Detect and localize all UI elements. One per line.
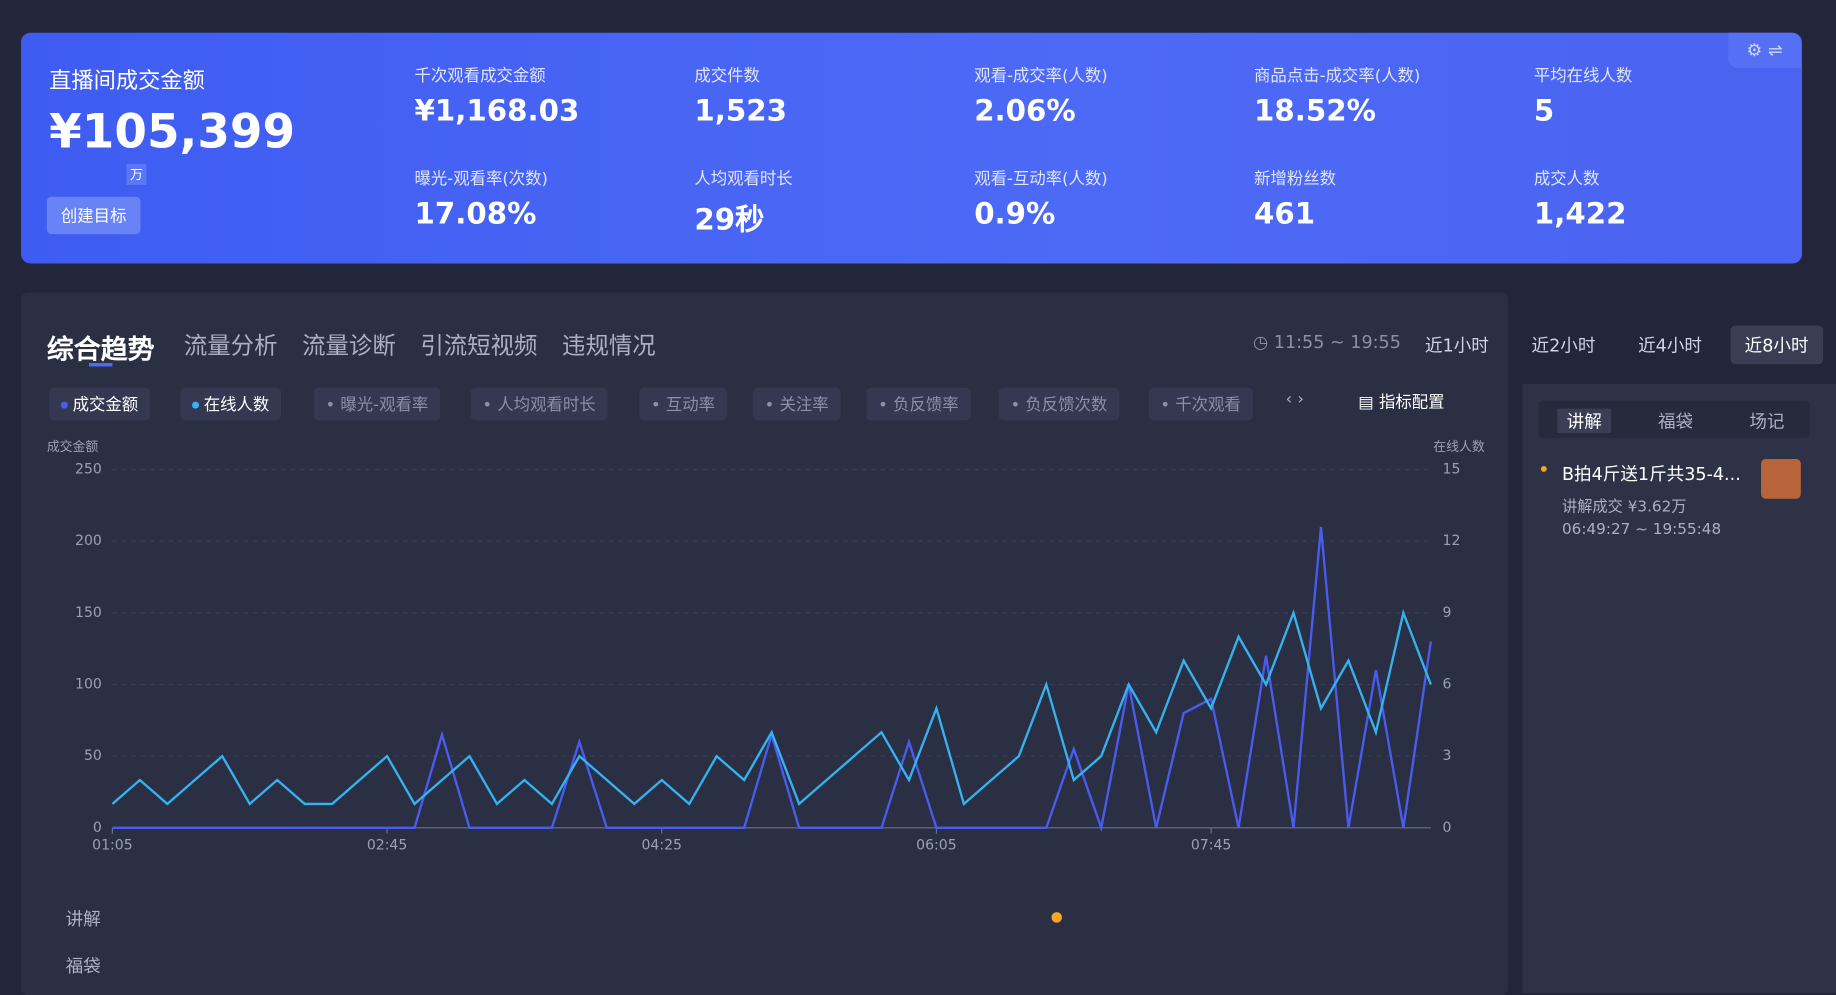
metric-value: 5 xyxy=(1533,93,1555,128)
chart: 成交金额 在线人数 0 50 100 150 200 250 0 3 6 9 12 15 01:05 02:4… xyxy=(47,439,1485,854)
side-tab[interactable]: 福袋 xyxy=(1657,410,1694,433)
legend-dot xyxy=(192,401,200,409)
y-tick-label: 200 xyxy=(75,533,102,549)
range-button[interactable]: 近8小时 xyxy=(1730,325,1823,365)
side-tab[interactable]: 讲解 xyxy=(1557,408,1612,434)
y2-tick-label: 0 xyxy=(1443,820,1452,836)
legend-dot xyxy=(60,401,68,409)
x-tick-label: 01:05 xyxy=(92,837,132,853)
timeline-label: 讲解 xyxy=(65,908,101,930)
item-dot xyxy=(1540,466,1547,472)
timeline-label: 福袋 xyxy=(65,955,101,977)
summary-amount: ¥105,399 xyxy=(49,105,296,160)
time-range: ◷ 11:55 ~ 19:55 xyxy=(1252,331,1401,353)
y2-tick-label: 15 xyxy=(1443,462,1461,478)
timeline-dot xyxy=(1051,912,1063,923)
y2-tick-label: 12 xyxy=(1443,533,1461,549)
metric-pill[interactable]: • 人均观看时长 xyxy=(470,387,608,421)
metric-value: 17.08% xyxy=(414,196,537,231)
metric-pill[interactable]: • 负反馈次数 xyxy=(998,387,1120,421)
legend-label: 在线人数 xyxy=(203,395,270,415)
pill-pager[interactable]: ‹ › xyxy=(1285,389,1304,409)
create-goal-button[interactable]: 创建目标 xyxy=(46,196,141,235)
metric-value: 0.9% xyxy=(974,196,1056,231)
metric-label: 成交件数 xyxy=(694,66,760,86)
metric-label: 千次观看成交金额 xyxy=(414,66,546,86)
item-deal: 讲解成交 ¥3.62万 xyxy=(1561,498,1687,517)
x-tick-label: 04:25 xyxy=(642,837,682,853)
metric-pill[interactable]: • 负反馈率 xyxy=(866,387,971,421)
metric-value: 461 xyxy=(1254,196,1316,231)
metric-value: 29秒 xyxy=(694,202,765,237)
config-text: 指标配置 xyxy=(1378,393,1445,413)
series-line xyxy=(111,608,1432,807)
y-tick-label: 100 xyxy=(75,677,102,693)
tab[interactable]: 流量诊断 xyxy=(302,331,396,360)
settings-icons[interactable]: ⚙ ⇌ xyxy=(1728,32,1801,68)
y-tick-label: 0 xyxy=(93,820,102,836)
y2-tick-label: 6 xyxy=(1443,677,1452,693)
tab[interactable]: 引流短视频 xyxy=(420,331,538,360)
item-time: 06:49:27 ~ 19:55:48 xyxy=(1561,521,1722,539)
tab[interactable]: 综合趋势 xyxy=(46,334,155,366)
range-button[interactable]: 近2小时 xyxy=(1531,334,1596,356)
x-tick-label: 02:45 xyxy=(367,837,407,853)
item-thumbnail xyxy=(1761,458,1801,499)
time-range-text: 11:55 ~ 19:55 xyxy=(1273,331,1401,353)
metric-label: 新增粉丝数 xyxy=(1254,169,1336,189)
metric-label: 曝光-观看率(次数) xyxy=(414,169,548,189)
y-tick-label: 50 xyxy=(84,748,102,764)
metric-value: ¥1,168.03 xyxy=(414,93,580,128)
x-tick-label: 07:45 xyxy=(1191,837,1231,853)
series-line xyxy=(112,526,1432,833)
metric-pill[interactable]: • 千次观看 xyxy=(1148,387,1253,421)
unit-badge: 万 xyxy=(126,163,147,186)
metric-label: 观看-成交率(人数) xyxy=(974,66,1108,86)
tab-underline xyxy=(88,362,113,367)
legend-pill[interactable]: 成交金额 xyxy=(49,387,150,421)
tab[interactable]: 违规情况 xyxy=(562,331,656,360)
range-button[interactable]: 近1小时 xyxy=(1424,334,1489,356)
metric-value: 18.52% xyxy=(1254,93,1376,128)
metric-value: 2.06% xyxy=(974,93,1076,128)
item-title[interactable]: B拍4斤送1斤共35-4... xyxy=(1561,463,1741,485)
range-button[interactable]: 近4小时 xyxy=(1638,334,1702,356)
config-button[interactable]: ▤ 指标配置 xyxy=(1358,393,1445,413)
y-tick-label: 250 xyxy=(75,462,102,478)
x-tick-label: 06:05 xyxy=(916,837,956,853)
metric-pill[interactable]: • 关注率 xyxy=(752,387,841,421)
metric-label: 观看-互动率(人数) xyxy=(974,169,1108,189)
metric-value: 1,422 xyxy=(1533,196,1627,231)
summary-panel: 直播间成交金额 ¥105,399 万 创建目标 千次观看成交金额 ¥1,168.0… xyxy=(21,32,1803,264)
legend-label: 成交金额 xyxy=(72,395,139,415)
metric-label: 平均在线人数 xyxy=(1533,66,1633,86)
metric-label: 成交人数 xyxy=(1533,169,1600,189)
metric-label: 人均观看时长 xyxy=(694,169,793,189)
metric-value: 1,523 xyxy=(694,93,787,128)
tab[interactable]: 流量分析 xyxy=(183,331,278,360)
metric-pill[interactable]: • 互动率 xyxy=(639,387,727,421)
metric-label: 商品点击-成交率(人数) xyxy=(1254,66,1421,86)
summary-title: 直播间成交金额 xyxy=(49,67,205,94)
side-tab[interactable]: 场记 xyxy=(1749,410,1785,433)
metric-pill[interactable]: • 曝光-观看率 xyxy=(313,387,440,421)
legend-pill[interactable]: 在线人数 xyxy=(180,387,282,421)
y-tick-label: 150 xyxy=(75,605,102,621)
y2-axis-label: 在线人数 xyxy=(1433,440,1485,455)
y2-tick-label: 9 xyxy=(1443,605,1452,621)
y-axis-label: 成交金额 xyxy=(47,439,99,455)
y2-tick-label: 3 xyxy=(1443,748,1452,764)
side-panel: 讲解 福袋 场记 B拍4斤送1斤共35-4... 讲解成交 ¥3.62万 06:49… xyxy=(1522,384,1836,993)
